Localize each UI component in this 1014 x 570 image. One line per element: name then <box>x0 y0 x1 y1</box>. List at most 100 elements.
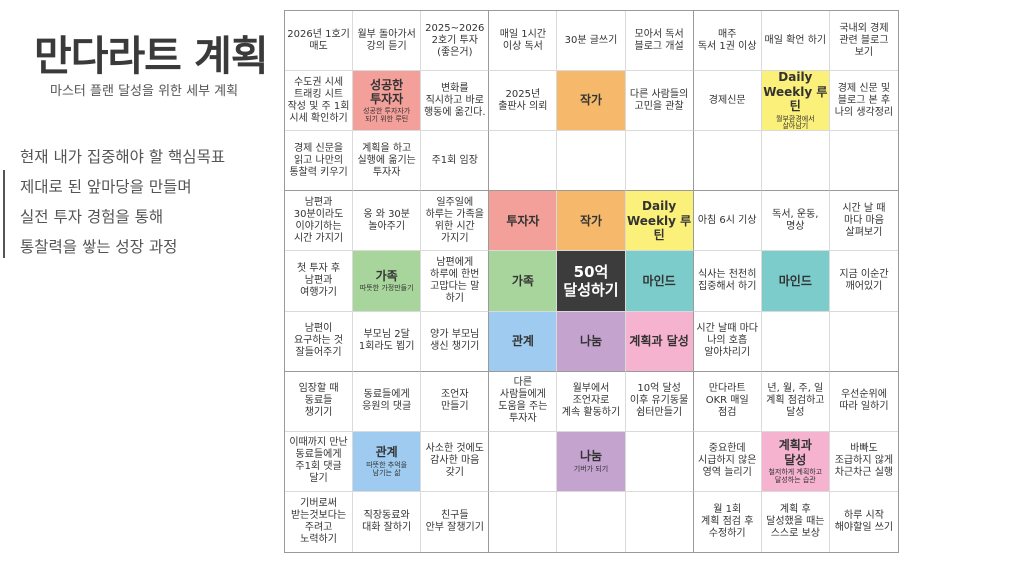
action-cell: 동료들에게 응원의 댓글 <box>353 371 422 432</box>
cell-text: 이때까지 만난 동료들에게 주1회 댓글 달기 <box>289 437 348 485</box>
notes-accent-bar <box>3 170 5 258</box>
cell-text: 매주 독서 1권 이상 <box>697 28 757 52</box>
cell-text: 옹 와 30분 놀아주기 <box>363 208 410 232</box>
note-line: 실전 투자 경험을 통해 <box>20 208 164 226</box>
cell-text: 식사는 천천히 집중해서 하기 <box>698 268 757 292</box>
action-cell: 모아서 독서 블로그 개설 <box>625 11 694 72</box>
cell-text: 사소한 것에도 감사한 마음 갖기 <box>425 443 484 479</box>
cell-subtext: 월부환경에서 살아남기 <box>776 114 815 131</box>
cell-text: 나눔 <box>579 449 603 464</box>
cell-text: 남편과 30분이라도 이야기하는 시간 가지기 <box>293 196 344 244</box>
core-goal-notes: 현재 내가 집중해야 할 핵심목표 제대로 된 앞마당을 만들며 실전 투자 경… <box>3 142 226 262</box>
cell-text: 양가 부모님 생신 챙기기 <box>430 329 480 353</box>
cell-subtext: 따뜻한 추억을 남기는 삶 <box>366 460 408 477</box>
cell-text: 월 1회 계획 점검 후 수정하기 <box>701 503 754 539</box>
action-cell: 경제 신문을 읽고 나만의 통찰력 키우기 <box>285 131 354 192</box>
goal-cell: 나눔 기버가 되기 <box>557 431 626 492</box>
action-cell: 이때까지 만난 동료들에게 주1회 댓글 달기 <box>285 431 354 492</box>
action-cell <box>557 491 626 552</box>
action-cell <box>829 131 898 192</box>
action-cell: 매일 확언 하기 <box>761 11 830 72</box>
action-cell <box>489 431 558 492</box>
cell-text: Daily Weekly 루틴 <box>763 71 828 114</box>
cell-text: 일주일에 하루는 가족을 위한 시간 가지기 <box>425 196 484 244</box>
action-cell <box>626 491 694 552</box>
cell-text: 바빠도 조급하지 않게 차근차근 실행 <box>834 443 894 479</box>
cell-text: 동료들에게 응원의 댓글 <box>362 389 412 413</box>
action-cell: 년, 월, 주, 일 계획 점검하고 달성 <box>761 371 830 432</box>
action-cell: 아침 6시 기상 <box>693 191 762 252</box>
cell-text: 나눔 <box>579 333 603 348</box>
cell-text: 계획과 달성 <box>629 333 689 348</box>
note-line: 통찰력을 쌓는 성장 과정 <box>20 238 178 256</box>
action-cell: 월 1회 계획 점검 후 수정하기 <box>694 491 762 552</box>
cell-text: 중요한데 시급하지 않은 영역 늘리기 <box>698 443 757 479</box>
action-cell: 주1회 임장 <box>421 131 490 192</box>
goal-cell: 마인드 <box>761 251 830 312</box>
action-cell: 양가 부모님 생신 챙기기 <box>421 311 490 372</box>
action-cell: 첫 투자 후 남편과 여행가기 <box>285 251 354 312</box>
action-cell: 월부 돌아가서 강의 듣기 <box>353 11 422 72</box>
page-title: 만다라트 계획 <box>34 32 269 80</box>
cell-text: 모아서 독서 블로그 개설 <box>634 28 684 52</box>
action-cell <box>693 131 762 192</box>
action-cell: 남편이 요구하는 것 잘들어주기 <box>285 311 354 372</box>
goal-cell: 투자자 <box>489 191 558 252</box>
goal-cell: 성공한 투자자 성공한 투자자가 되기 위한 루틴 <box>353 71 422 132</box>
action-cell: 일주일에 하루는 가족을 위한 시간 가지기 <box>421 191 490 252</box>
page-subtitle: 마스터 플랜 달성을 위한 세부 계획 <box>50 84 239 99</box>
cell-text: 경제 신문 및 블로그 본 후 나의 생각정리 <box>834 82 894 118</box>
cell-text: 변화를 직시하고 바로 행동에 옮긴다. <box>423 82 486 118</box>
action-cell <box>761 131 830 192</box>
goal-cell: Daily Weekly 루틴 <box>625 191 694 252</box>
cell-text: 마인드 <box>778 273 812 288</box>
action-cell: 남편과 30분이라도 이야기하는 시간 가지기 <box>285 191 354 252</box>
goal-cell: 작가 <box>557 191 626 252</box>
cell-text: 50억 달성하기 <box>563 262 619 299</box>
action-cell: 독서, 운동, 명상 <box>761 191 830 252</box>
action-cell: 변화를 직시하고 바로 행동에 옮긴다. <box>421 71 490 132</box>
action-cell: 만다라트 OKR 매일 점검 <box>693 371 762 432</box>
action-cell: 식사는 천천히 집중해서 하기 <box>693 251 762 312</box>
cell-text: 아침 6시 기상 <box>697 214 757 226</box>
action-cell: 계획을 하고 실행에 옮기는 투자자 <box>353 131 422 192</box>
cell-text: 지금 이순간 깨어있기 <box>839 268 889 292</box>
cell-text: 가족 <box>375 268 398 283</box>
action-cell: 우선순위에 따라 일하기 <box>829 372 898 432</box>
cell-text: 매일 확언 하기 <box>764 34 827 46</box>
action-cell <box>557 131 626 192</box>
cell-text: 2025년 출판사 의뢰 <box>498 88 548 112</box>
cell-text: 가족 <box>511 273 534 288</box>
cell-text: 매일 1시간 이상 독서 <box>499 28 547 52</box>
goal-cell: 작가 <box>557 71 626 132</box>
action-cell: 2025~2026 2호기 투자 (좋은거) <box>421 11 490 72</box>
action-cell: 30분 글쓰기 <box>557 11 626 72</box>
cell-subtext: 철저하게 계획하고 달성하는 습관 <box>768 468 823 484</box>
mandalart-grid: 2026년 1호기 매도 월부 돌아가서 강의 듣기 2025~2026 2호기 투… <box>284 10 899 553</box>
cell-subtext: 기버가 되기 <box>573 464 609 473</box>
cell-text: 부모님 2달 1회라도 뵙기 <box>358 329 415 353</box>
cell-text: 친구들 안부 잘챙기기 <box>425 509 484 533</box>
action-cell: 중요한데 시급하지 않은 영역 늘리기 <box>693 431 762 492</box>
action-cell: 기버로써 받는것보다는 주려고 노력하기 <box>285 491 354 552</box>
action-cell <box>489 131 558 192</box>
action-cell: 친구들 안부 잘챙기기 <box>421 491 490 552</box>
cell-text: 남편에게 하루에 한번 고맙다는 말 하기 <box>430 256 480 304</box>
cell-text: 국내외 경제 관련 블로그 보기 <box>839 22 889 58</box>
cell-text: 계획 후 달성했을 때는 스스로 보상 <box>766 503 825 539</box>
cell-text: 시간 날 때 마다 마음 살펴보기 <box>842 202 886 238</box>
cell-text: 임장할 때 동료들 챙기기 <box>298 383 339 419</box>
cell-text: 남편이 요구하는 것 잘들어주기 <box>293 323 344 359</box>
cell-text: 월부에서 조언자로 계속 활동하기 <box>561 383 621 419</box>
action-cell <box>761 311 830 372</box>
action-cell: 임장할 때 동료들 챙기기 <box>285 371 354 432</box>
cell-text: 작가 <box>579 213 603 228</box>
cell-text: 직장동료와 대화 잘하기 <box>362 509 412 533</box>
cell-text: 하루 시작 해야할일 쓰기 <box>834 509 894 533</box>
goal-cell: 가족 따뜻한 가정만들기 <box>353 251 422 312</box>
action-cell: 조언자 만들기 <box>421 371 490 432</box>
cell-text: 작가 <box>579 93 603 108</box>
action-cell: 시간 날때 마다 나의 호흡 알아차리기 <box>693 311 762 372</box>
goal-cell: 관계 따뜻한 추억을 남기는 삶 <box>353 431 422 492</box>
note-line: 현재 내가 집중해야 할 핵심목표 <box>20 148 226 166</box>
